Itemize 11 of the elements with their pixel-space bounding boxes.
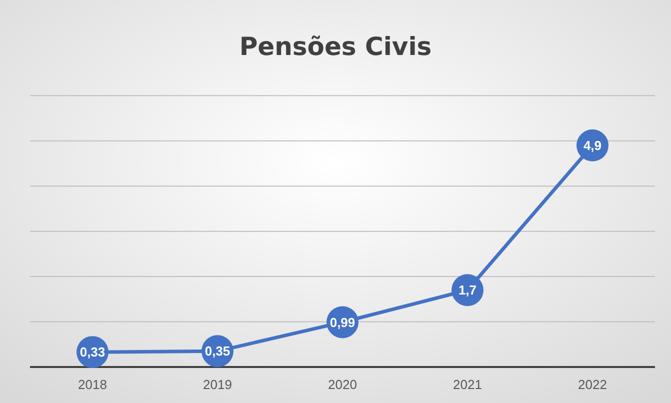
x-tick-label: 2021	[453, 377, 482, 392]
x-tick-label: 2019	[203, 377, 232, 392]
data-label: 0,99	[330, 314, 356, 330]
data-label: 0,33	[80, 344, 106, 360]
chart-title: Pensões Civis	[239, 32, 432, 61]
x-tick-label: 2020	[328, 377, 357, 392]
x-tick-label: 2022	[578, 377, 607, 392]
data-label: 1,7	[458, 282, 477, 298]
x-tick-label: 2018	[78, 377, 107, 392]
data-label: 4,9	[583, 138, 602, 153]
data-label: 0,35	[204, 344, 230, 359]
